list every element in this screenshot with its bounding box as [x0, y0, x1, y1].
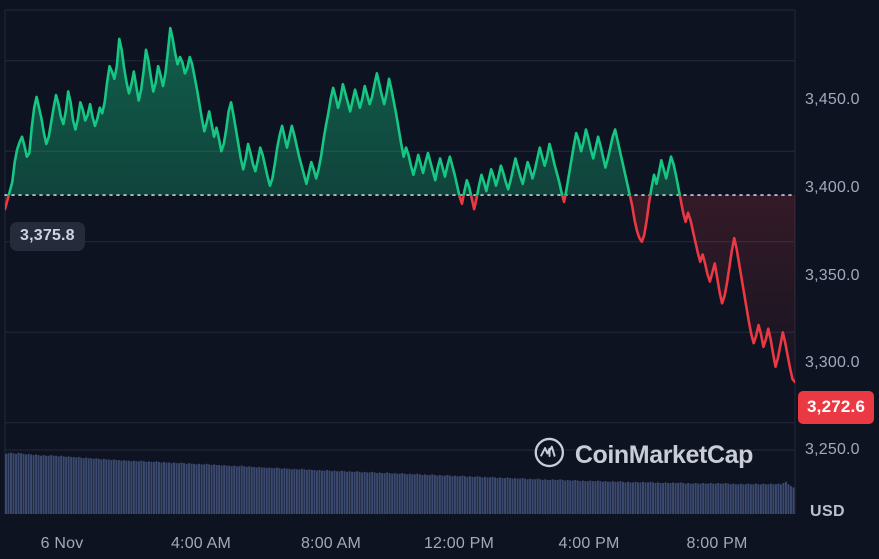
- y-axis-tick-3300: 3,300.0: [805, 354, 860, 371]
- y-axis-tick-3250: 3,250.0: [805, 441, 860, 458]
- x-axis-tick-8pm: 8:00 PM: [686, 535, 748, 552]
- price-line: [5, 26, 795, 384]
- current-price-badge: 3,272.6: [798, 391, 875, 424]
- x-axis-tick-6nov: 6 Nov: [40, 535, 84, 552]
- coinmarketcap-watermark: CoinMarketCap: [534, 437, 753, 473]
- coinmarketcap-wordmark: CoinMarketCap: [574, 440, 754, 469]
- x-axis-tick-4am: 4:00 AM: [170, 535, 232, 552]
- reference-price-badge: 3,375.8: [10, 222, 85, 251]
- price-area-fill: [5, 28, 795, 382]
- x-axis-tick-8am: 8:00 AM: [300, 535, 362, 552]
- coinmarketcap-logo-icon: [534, 437, 565, 473]
- volume-bars: [5, 452, 795, 514]
- y-axis-tick-3400: 3,400.0: [805, 179, 860, 196]
- y-axis-tick-3350: 3,350.0: [805, 267, 860, 284]
- y-axis-tick-3450: 3,450.0: [805, 91, 860, 108]
- x-axis-tick-12pm: 12:00 PM: [423, 535, 495, 552]
- currency-label: USD: [810, 503, 845, 520]
- x-axis-tick-4pm: 4:00 PM: [558, 535, 620, 552]
